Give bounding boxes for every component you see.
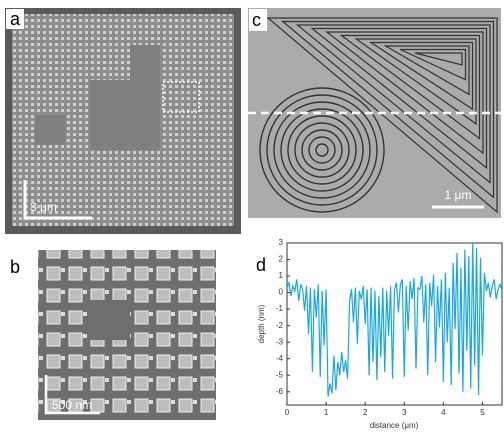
region: [90, 300, 130, 340]
x-tick-label: 3: [402, 408, 407, 417]
panel-label: b: [10, 257, 20, 277]
scale-bar-label: 1 μm: [445, 188, 472, 202]
scale-bar-label: 500 nm: [52, 398, 92, 412]
y-axis-label: depth (nm): [257, 304, 266, 343]
panel-label: c: [252, 10, 261, 30]
x-tick-label: 0: [285, 408, 290, 417]
region: [35, 115, 65, 145]
y-tick-label: 3: [279, 238, 284, 247]
figure: 3 μm a 1 μm c 500 nm b d depth (nm) dist…: [0, 0, 504, 432]
region: [130, 45, 160, 80]
y-tick-label: 1: [279, 271, 284, 280]
x-axis-label: distance (μm): [370, 421, 419, 430]
y-tick-label: -2: [276, 321, 284, 330]
region: [90, 80, 160, 150]
y-tick-label: -6: [276, 387, 284, 396]
panel-label: a: [10, 9, 21, 29]
panel-label: d: [256, 255, 266, 275]
y-tick-label: -5: [276, 370, 284, 379]
y-tick-label: 0: [279, 288, 284, 297]
x-tick-label: 5: [480, 408, 485, 417]
y-tick-label: -3: [276, 337, 284, 346]
x-tick-label: 2: [363, 408, 368, 417]
scale-bar-label: 3 μm: [30, 200, 57, 214]
panel-b: 500 nm b: [10, 250, 216, 420]
x-tick-label: 4: [441, 408, 446, 417]
y-tick-label: 2: [279, 255, 284, 264]
y-tick-label: -4: [276, 354, 284, 363]
panel-c: 1 μm c: [248, 8, 501, 218]
x-tick-label: 1: [324, 408, 329, 417]
panel-a: 3 μm a: [5, 8, 241, 234]
y-tick-label: -1: [276, 304, 284, 313]
